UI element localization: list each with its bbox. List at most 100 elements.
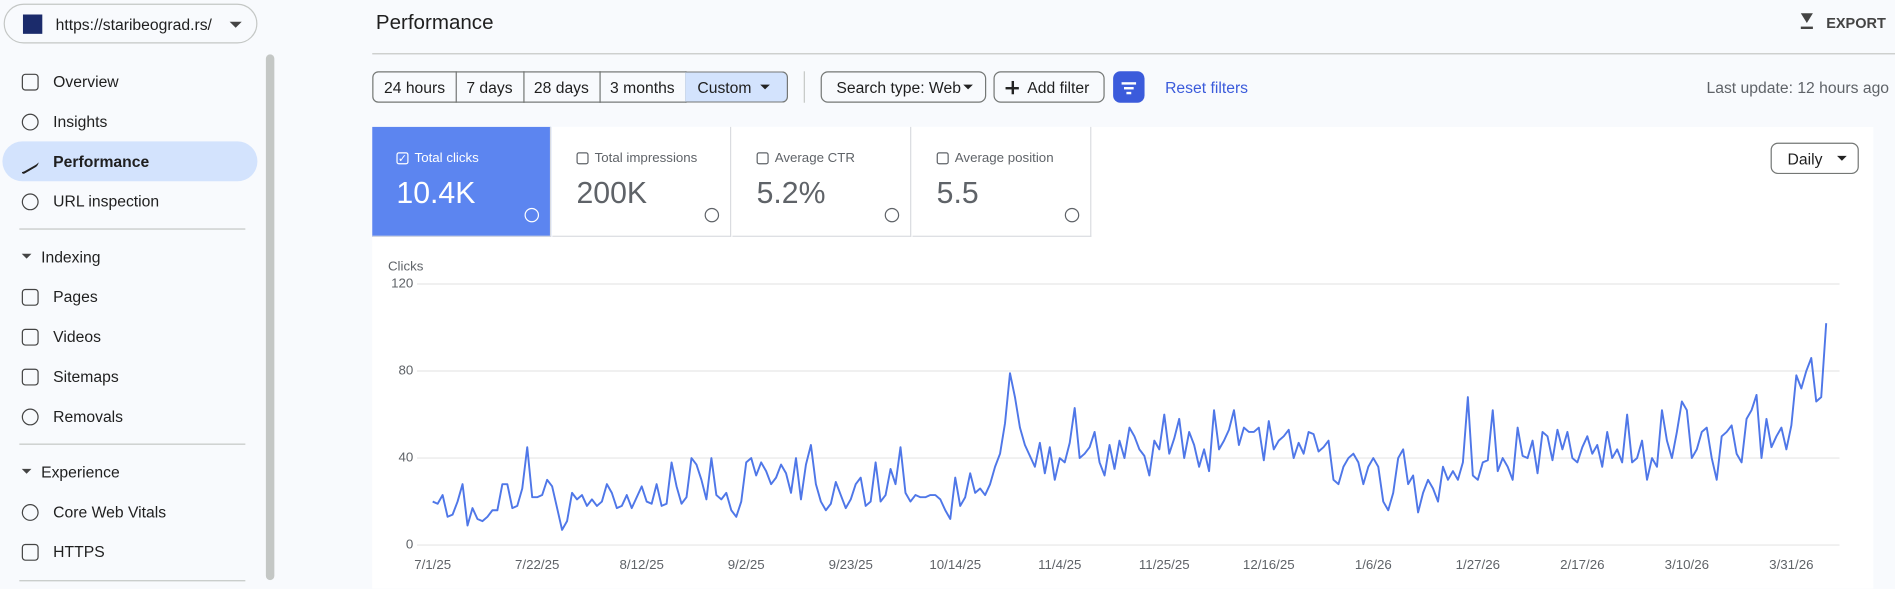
last-update: Last update: 12 hours ago (1706, 78, 1890, 97)
metric-value: 5.2% (756, 176, 826, 211)
filter-icon-button[interactable] (1113, 71, 1145, 103)
nav-item[interactable]: Pages (0, 277, 260, 317)
granularity-label: Daily (1787, 149, 1823, 168)
nav-item[interactable]: Overview (0, 62, 260, 102)
nav-item[interactable]: Insights (0, 102, 260, 142)
icon (21, 192, 39, 210)
nav-item[interactable]: Videos (0, 317, 260, 357)
nav-item[interactable]: URL inspection (0, 181, 260, 221)
caret (21, 468, 32, 479)
metric-value: 5.5 (936, 176, 979, 211)
x-tick-label: 11/4/25 (1038, 557, 1081, 572)
nav-item[interactable]: Sitemaps (0, 357, 260, 397)
page-title: Performance (375, 10, 494, 34)
range-button[interactable]: 7 days (455, 71, 525, 103)
x-tick-label: 7/22/25 (515, 557, 559, 572)
site-icon (22, 14, 43, 34)
x-tick-label: 7/1/25 (414, 557, 451, 572)
icon (21, 368, 39, 385)
nav-item[interactable]: HTTPS (0, 532, 260, 572)
metric-tile[interactable]: Average CTR 5.2% (732, 126, 912, 237)
export-button[interactable]: EXPORT (1826, 14, 1886, 32)
range-button[interactable]: 24 hours (372, 71, 457, 103)
checkbox[interactable] (936, 152, 949, 165)
section-header[interactable]: Experience (0, 452, 260, 492)
line (1123, 87, 1134, 89)
metric-tile[interactable]: Total impressions 200K (552, 126, 732, 237)
range-label: Custom (697, 77, 752, 97)
arrow (1800, 13, 1813, 29)
checkbox[interactable] (576, 152, 589, 165)
help-icon[interactable] (884, 207, 900, 223)
caret (963, 84, 973, 95)
y-tick-label: 120 (391, 276, 413, 291)
line-series (432, 323, 1828, 531)
metric-label: Total impressions (594, 151, 698, 166)
metric-label: Average position (954, 151, 1054, 166)
nav-label: Sitemaps (53, 367, 119, 386)
nav-label: Performance (53, 152, 150, 171)
icon (21, 113, 39, 130)
plus (1011, 80, 1014, 95)
divider (19, 580, 246, 582)
chart: Clicks 0 40 80 120 7/1/25 7/22/25 8/12/25 9/2/2… (388, 259, 1840, 572)
range-button[interactable]: 3 months (599, 71, 687, 103)
metric-tile[interactable]: ✓ Total clicks 10.4K (372, 126, 552, 237)
icon (21, 288, 39, 306)
help-icon[interactable] (1064, 207, 1080, 223)
y-tick-label: 40 (399, 450, 414, 465)
x-tick-label: 9/2/25 (728, 557, 765, 572)
section-header[interactable]: Indexing (0, 237, 260, 277)
range-button-active[interactable]: Custom (685, 71, 789, 103)
checkbox[interactable]: ✓ (396, 152, 409, 165)
site-selector[interactable]: https://staribeograd.rs/ (3, 3, 258, 44)
metric-value: 10.4K (396, 176, 476, 211)
download-icon (1800, 13, 1813, 30)
nav-label: HTTPS (53, 542, 105, 561)
metric-tile[interactable]: Average position 5.5 (912, 126, 1092, 237)
divider (19, 228, 246, 230)
line (1121, 82, 1137, 84)
caret (1837, 155, 1847, 166)
divider (19, 443, 246, 445)
nav-label: Overview (53, 72, 119, 91)
search-type-label: Search type: Web (836, 77, 961, 97)
caret (760, 84, 770, 95)
metric-label: Average CTR (774, 151, 856, 166)
x-tick-label: 2/17/26 (1560, 557, 1604, 572)
metric-value: 200K (576, 176, 648, 211)
nav-label: URL inspection (53, 192, 160, 211)
line (1126, 91, 1132, 94)
y-tick-label: 0 (406, 537, 413, 552)
nav-item-active[interactable]: Performance (2, 141, 258, 182)
x-tick-label: 10/14/25 (929, 557, 981, 572)
dropdown-arrow (229, 21, 242, 34)
add-filter-label: Add filter (1027, 77, 1090, 97)
x-tick-label: 9/23/25 (829, 557, 873, 572)
nav-label: Insights (53, 112, 108, 131)
help-icon[interactable] (524, 207, 540, 223)
x-tick-label: 11/25/25 (1139, 557, 1190, 572)
separator (803, 71, 805, 103)
search-type[interactable]: Search type: Web (820, 71, 987, 103)
nav-item[interactable]: Core Web Vitals (0, 492, 260, 532)
range-button[interactable]: 28 days (523, 71, 601, 103)
scrollbar[interactable] (265, 54, 275, 581)
section-title: Indexing (41, 247, 101, 266)
nav-item[interactable]: Removals (0, 396, 260, 436)
help-icon[interactable] (704, 207, 720, 223)
nav-label: Core Web Vitals (53, 502, 167, 521)
checkbox[interactable] (756, 152, 769, 165)
nav-label: Videos (53, 327, 101, 346)
reset-filters[interactable]: Reset filters (1165, 78, 1249, 97)
x-tick-label: 1/27/26 (1456, 557, 1500, 572)
x-tick-label: 3/10/26 (1665, 557, 1709, 572)
section-title: Experience (41, 462, 120, 482)
icon (21, 148, 39, 175)
icon (21, 407, 39, 425)
add-filter[interactable]: Add filter (993, 71, 1105, 103)
nav-label: Removals (53, 407, 124, 426)
granularity[interactable]: Daily (1770, 142, 1859, 175)
